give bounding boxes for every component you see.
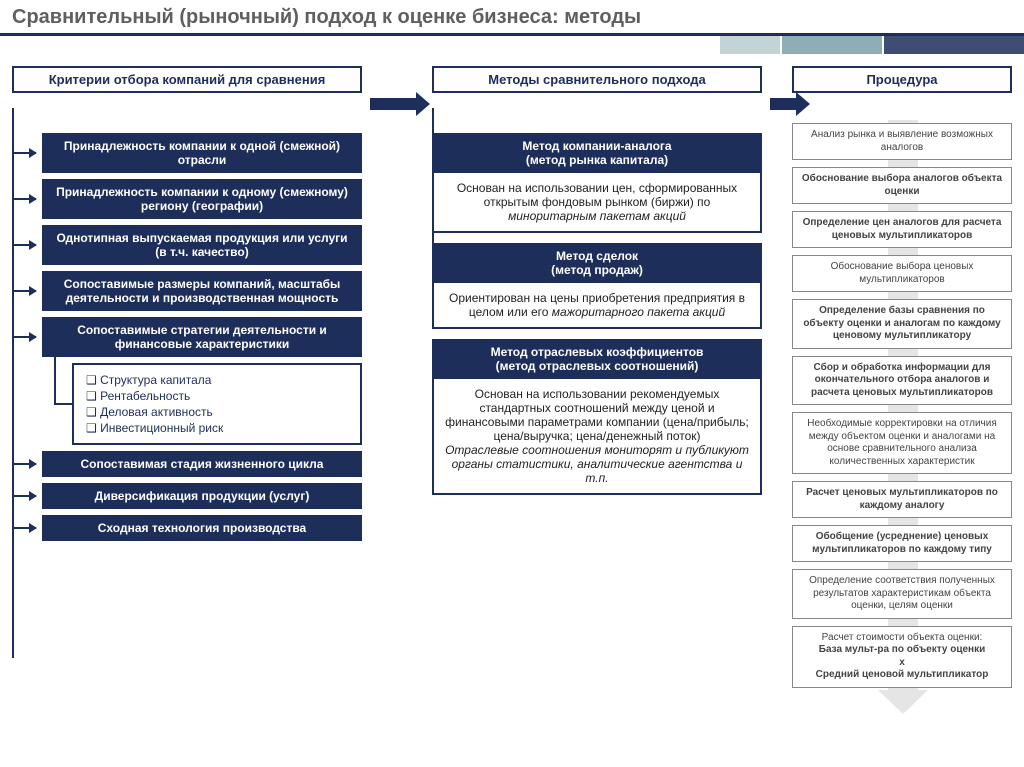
page-title: Сравнительный (рыночный) подход к оценке… xyxy=(12,6,1012,29)
sub-criteria-item: Структура капитала xyxy=(86,373,348,387)
procedure-step: Сбор и обработка информации для окончате… xyxy=(792,356,1012,406)
connector-arrow xyxy=(12,336,36,338)
connector-arrow xyxy=(12,527,36,529)
method-title: Метод компании-аналога(метод рынка капит… xyxy=(432,133,762,173)
sub-criteria-box: Структура капитала Рентабельность Деловая … xyxy=(72,363,362,445)
title-bar: Сравнительный (рыночный) подход к оценке… xyxy=(0,0,1024,33)
criteria-box: Сопоставимая стадия жизненного цикла xyxy=(42,451,362,477)
sub-criteria-item: Инвестиционный риск xyxy=(86,421,348,435)
col2-header: Методы сравнительного подхода xyxy=(432,66,762,93)
criteria-box: Сопоставимые стратегии деятельности и фи… xyxy=(42,317,362,357)
col3-header: Процедура xyxy=(792,66,1012,93)
criteria-box: Сопоставимые размеры компаний, масштабы … xyxy=(42,271,362,311)
procedure-step: Обоснование выбора аналогов объекта оцен… xyxy=(792,167,1012,204)
sub-criteria-item: Рентабельность xyxy=(86,389,348,403)
procedure-step: Обоснование выбора ценовых мультипликато… xyxy=(792,255,1012,292)
sub-criteria-item: Деловая активность xyxy=(86,405,348,419)
connector-arrow xyxy=(12,244,36,246)
connector-arrow-sub xyxy=(54,403,72,405)
procedure-step: Определение базы сравнения по объекту оц… xyxy=(792,299,1012,349)
criteria-box: Принадлежность компании к одной (смежной… xyxy=(42,133,362,173)
method-description: Основан на использовании цен, сформирова… xyxy=(432,173,762,233)
connector-arrow xyxy=(12,290,36,292)
procedure-step: Необходимые корректировки на отличия меж… xyxy=(792,412,1012,474)
column-criteria: Критерии отбора компаний для сравнения П… xyxy=(12,66,362,695)
method-description: Основан на использовании рекомендуемых с… xyxy=(432,379,762,495)
method-title: Метод сделок(метод продаж) xyxy=(432,243,762,283)
column-procedure: Процедура Анализ рынка и выявление возмо… xyxy=(792,66,1012,695)
criteria-box: Принадлежность компании к одному (смежно… xyxy=(42,179,362,219)
column-methods: Методы сравнительного подхода Метод комп… xyxy=(432,66,762,695)
connector-arrow xyxy=(12,198,36,200)
procedure-step: Определение соответствия полученных резу… xyxy=(792,569,1012,619)
connector-arrow xyxy=(12,463,36,465)
connector-arrow xyxy=(12,495,36,497)
criteria-box: Диверсификация продукции (услуг) xyxy=(42,483,362,509)
method-description: Ориентирован на цены приобретения предпр… xyxy=(432,283,762,329)
procedure-step: Обобщение (усреднение) ценовых мультипли… xyxy=(792,525,1012,562)
procedure-final: Расчет стоимости объекта оценки:База мул… xyxy=(792,626,1012,688)
col1-header: Критерии отбора компаний для сравнения xyxy=(12,66,362,93)
criteria-box: Однотипная выпускаемая продукция или усл… xyxy=(42,225,362,265)
connector-arrow xyxy=(12,152,36,154)
procedure-step: Определение цен аналогов для расчета цен… xyxy=(792,211,1012,248)
method-title: Метод отраслевых коэффициентов(метод отр… xyxy=(432,339,762,379)
criteria-box: Сходная технология производства xyxy=(42,515,362,541)
procedure-step: Анализ рынка и выявление возможных анало… xyxy=(792,123,1012,160)
procedure-step: Расчет ценовых мультипликаторов по каждо… xyxy=(792,481,1012,518)
